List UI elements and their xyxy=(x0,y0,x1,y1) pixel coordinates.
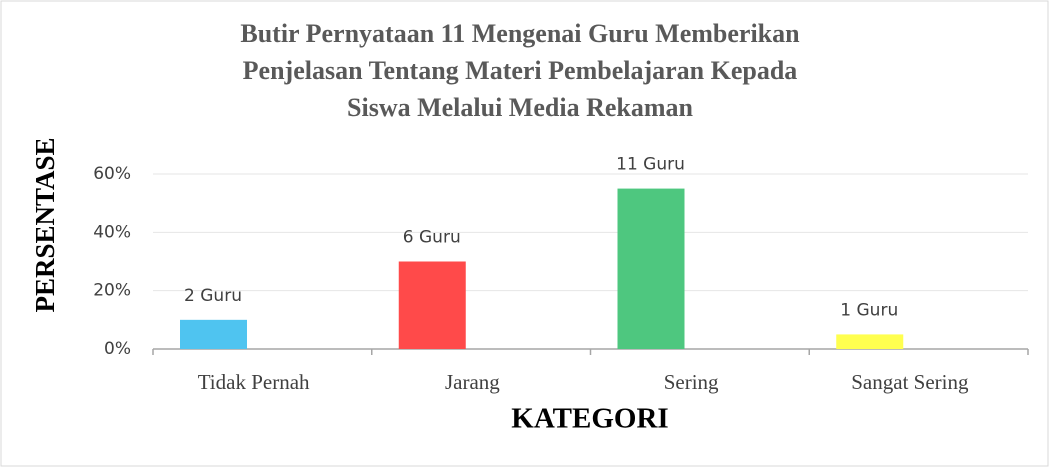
bar xyxy=(836,334,904,349)
x-tick-label: Jarang xyxy=(445,370,500,394)
x-tick-label: Sering xyxy=(664,370,719,394)
chart-title: Butir Pernyataan 11 Mengenai Guru Member… xyxy=(240,19,800,48)
bar-annotation: 2 Guru xyxy=(184,286,242,306)
x-tick-label: Sangat Sering xyxy=(851,370,969,394)
chart-title: Siswa Melalui Media Rekaman xyxy=(347,93,693,122)
chart-title: Penjelasan Tentang Materi Pembelajaran K… xyxy=(243,56,798,85)
bar-annotation: 1 Guru xyxy=(840,300,898,320)
bar xyxy=(617,188,685,349)
y-tick-label: 20% xyxy=(93,281,131,301)
x-tick-label: Tidak Pernah xyxy=(198,370,310,394)
bar-annotation: 11 Guru xyxy=(616,155,685,175)
y-tick-label: 60% xyxy=(93,164,131,184)
bar xyxy=(180,319,247,349)
y-axis-label: PERSENTASE xyxy=(30,137,60,312)
bar xyxy=(398,261,466,349)
y-tick-label: 0% xyxy=(104,339,131,359)
x-axis-label: KATEGORI xyxy=(511,403,668,435)
bar-annotation: 6 Guru xyxy=(403,228,461,248)
y-tick-label: 40% xyxy=(93,222,131,242)
